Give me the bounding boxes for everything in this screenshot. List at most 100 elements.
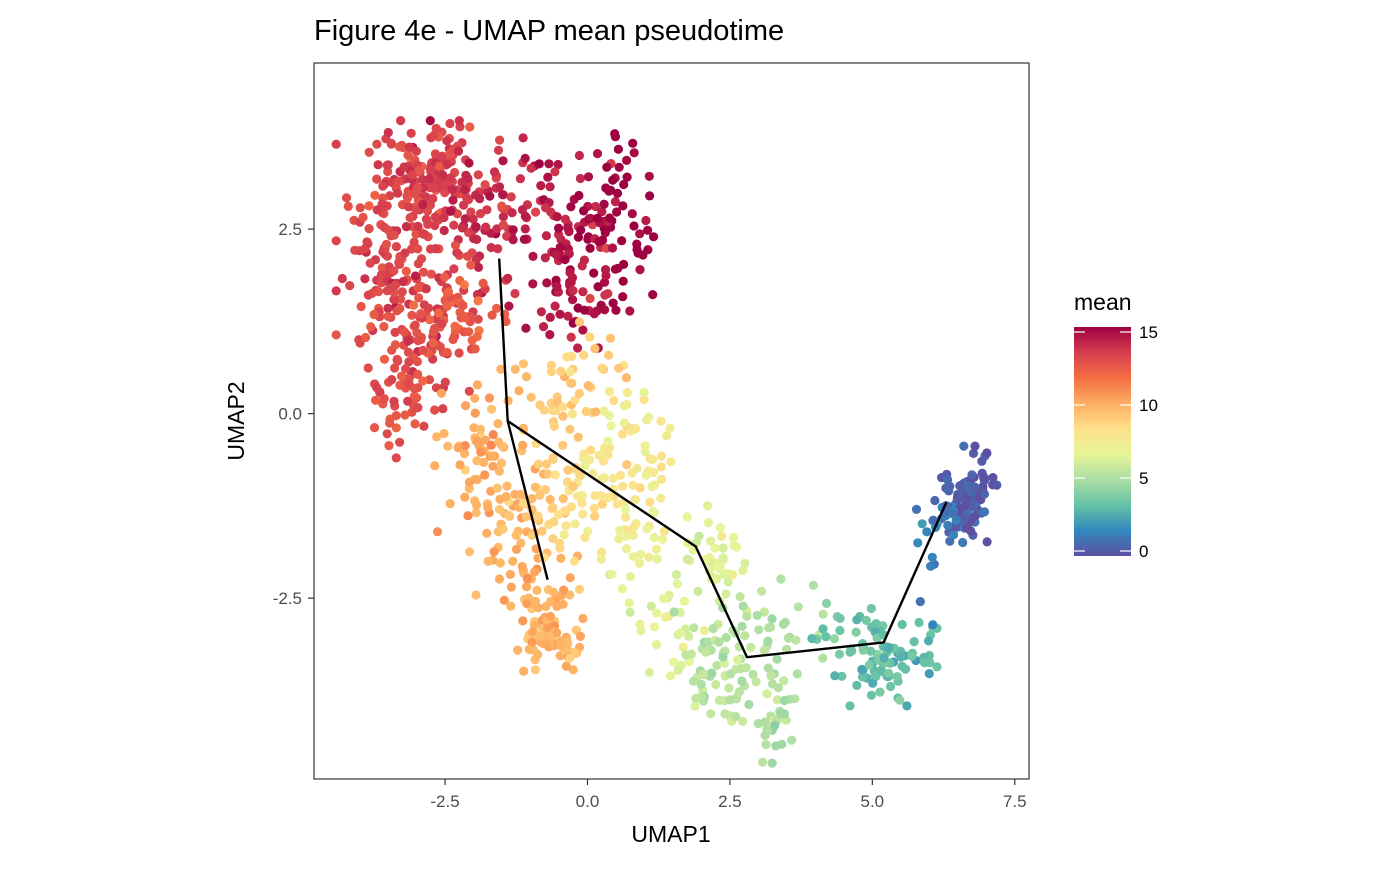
data-point bbox=[426, 166, 436, 176]
data-point bbox=[471, 500, 482, 510]
data-point bbox=[567, 409, 578, 419]
data-point bbox=[463, 251, 473, 261]
data-point bbox=[818, 609, 828, 619]
data-point bbox=[382, 429, 392, 439]
data-point bbox=[807, 633, 817, 644]
data-point bbox=[440, 180, 451, 190]
data-point bbox=[379, 322, 389, 332]
data-point bbox=[619, 259, 629, 269]
data-point bbox=[751, 677, 761, 687]
data-point bbox=[766, 671, 776, 681]
data-point bbox=[494, 574, 505, 584]
data-point bbox=[411, 229, 421, 239]
data-point bbox=[559, 585, 569, 595]
data-point bbox=[614, 534, 624, 544]
legend-tick-label: 10 bbox=[1139, 396, 1158, 415]
data-point bbox=[465, 122, 475, 132]
data-point bbox=[403, 336, 413, 346]
data-point bbox=[645, 191, 655, 201]
data-point bbox=[618, 292, 628, 302]
data-point bbox=[783, 633, 793, 643]
data-point bbox=[497, 201, 507, 211]
data-point bbox=[472, 380, 482, 390]
data-point bbox=[410, 271, 421, 281]
data-point bbox=[917, 519, 927, 529]
data-point bbox=[391, 453, 401, 463]
data-point bbox=[628, 423, 638, 434]
data-point bbox=[548, 503, 558, 513]
data-point bbox=[970, 441, 980, 451]
data-point bbox=[395, 380, 405, 390]
data-point bbox=[382, 286, 392, 296]
data-point bbox=[446, 173, 456, 183]
data-point bbox=[741, 663, 751, 673]
data-point bbox=[596, 554, 606, 564]
data-point bbox=[902, 701, 912, 711]
data-point bbox=[858, 645, 868, 655]
x-axis: -2.5 0.0 2.5 5.0 7.5 bbox=[430, 779, 1027, 811]
data-point bbox=[534, 159, 544, 169]
data-point bbox=[498, 190, 508, 200]
data-point bbox=[468, 214, 478, 224]
data-point bbox=[531, 207, 541, 217]
data-point bbox=[482, 205, 492, 215]
data-point bbox=[962, 480, 973, 490]
data-point bbox=[943, 475, 953, 485]
data-point bbox=[566, 332, 576, 342]
data-point bbox=[928, 515, 938, 525]
points-layer bbox=[331, 116, 1002, 768]
data-point bbox=[412, 393, 422, 403]
data-point bbox=[715, 523, 726, 533]
data-point bbox=[545, 330, 555, 340]
data-point bbox=[772, 695, 783, 705]
data-point bbox=[478, 278, 488, 288]
data-point bbox=[510, 288, 520, 299]
y-tick-label: 2.5 bbox=[278, 220, 302, 239]
data-point bbox=[418, 345, 428, 355]
data-point bbox=[522, 574, 533, 584]
data-point bbox=[610, 197, 621, 207]
data-point bbox=[597, 547, 607, 557]
data-point bbox=[377, 263, 387, 273]
data-point bbox=[555, 242, 565, 252]
data-point bbox=[706, 536, 716, 546]
data-point bbox=[568, 295, 578, 305]
data-point bbox=[464, 327, 474, 337]
data-point bbox=[555, 309, 565, 319]
data-point bbox=[442, 136, 452, 146]
data-point bbox=[577, 498, 587, 508]
data-point bbox=[603, 436, 613, 446]
data-point bbox=[492, 483, 502, 493]
data-point bbox=[578, 509, 588, 519]
data-point bbox=[473, 170, 483, 180]
data-point bbox=[407, 170, 417, 180]
data-point bbox=[944, 486, 954, 496]
data-point bbox=[450, 240, 461, 250]
data-point bbox=[644, 667, 655, 678]
data-point bbox=[648, 506, 658, 516]
data-point bbox=[430, 323, 440, 333]
data-point bbox=[440, 188, 450, 198]
data-point bbox=[527, 494, 537, 504]
data-point bbox=[407, 310, 417, 320]
data-point bbox=[546, 367, 556, 377]
data-point bbox=[879, 653, 889, 663]
data-point bbox=[555, 543, 565, 553]
data-point bbox=[959, 441, 969, 451]
data-point bbox=[363, 290, 373, 300]
data-point bbox=[372, 205, 382, 215]
data-point bbox=[759, 645, 770, 656]
data-point bbox=[404, 142, 414, 152]
data-point bbox=[753, 719, 763, 729]
data-point bbox=[481, 222, 491, 232]
data-point bbox=[436, 388, 446, 398]
data-point bbox=[847, 646, 857, 656]
data-point bbox=[552, 601, 562, 612]
data-point bbox=[540, 253, 550, 263]
data-point bbox=[630, 521, 640, 531]
data-point bbox=[621, 531, 632, 542]
data-point bbox=[527, 530, 537, 541]
data-point bbox=[425, 244, 436, 254]
data-point bbox=[471, 590, 481, 600]
data-point bbox=[608, 175, 618, 185]
